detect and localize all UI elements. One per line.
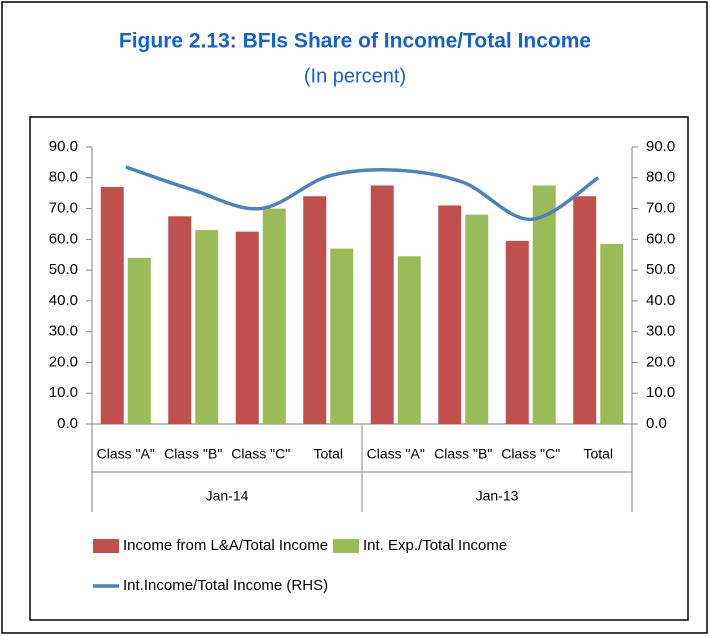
y-tick-label: 70.0 xyxy=(49,200,78,217)
chart-title: Figure 2.13: BFIs Share of Income/Total … xyxy=(119,30,591,53)
legend-swatch xyxy=(93,539,119,553)
y2-tick-label: 20.0 xyxy=(646,353,675,370)
y2-tick-label: 10.0 xyxy=(646,384,675,401)
y2-tick-label: 70.0 xyxy=(646,200,675,217)
bar xyxy=(127,257,151,424)
x-tick-label: Class "B" xyxy=(164,446,222,462)
bar xyxy=(505,240,529,424)
bar xyxy=(397,256,421,424)
y-tick-label: 20.0 xyxy=(49,353,78,370)
bar xyxy=(465,214,489,424)
y2-tick-label: 60.0 xyxy=(646,230,675,247)
y2-tick-label: 0.0 xyxy=(646,415,667,432)
y-tick-label: 10.0 xyxy=(49,384,78,401)
bar xyxy=(100,187,124,424)
x-tick-label: Total xyxy=(583,446,613,462)
bar xyxy=(600,243,624,424)
x-tick-label: Class "A" xyxy=(367,446,425,462)
y2-tick-label: 90.0 xyxy=(646,138,675,155)
bar xyxy=(438,205,462,424)
legend-swatch xyxy=(333,539,359,553)
y2-tick-label: 80.0 xyxy=(646,169,675,186)
x-tick-label: Class "C" xyxy=(501,446,560,462)
bar xyxy=(168,216,192,424)
legend-label: Int. Exp./Total Income xyxy=(363,537,507,554)
x-tick-label: Total xyxy=(313,446,343,462)
x-tick-label: Class "A" xyxy=(97,446,155,462)
x-tick-label: Class "C" xyxy=(231,446,290,462)
bar xyxy=(235,231,259,424)
chart-subtitle: (In percent) xyxy=(304,65,406,87)
y-tick-label: 90.0 xyxy=(49,138,78,155)
bar xyxy=(370,185,394,424)
y2-tick-label: 40.0 xyxy=(646,292,675,309)
x-tick-label: Class "B" xyxy=(434,446,492,462)
y-tick-label: 80.0 xyxy=(49,169,78,186)
bar xyxy=(303,196,327,424)
y-tick-label: 60.0 xyxy=(49,230,78,247)
legend-label: Int.Income/Total Income (RHS) xyxy=(123,577,328,594)
group-label: Jan-13 xyxy=(476,488,519,504)
y-tick-label: 30.0 xyxy=(49,323,78,340)
bar xyxy=(330,248,354,424)
y2-tick-label: 30.0 xyxy=(646,323,675,340)
y-tick-label: 40.0 xyxy=(49,292,78,309)
legend-label: Income from L&A/Total Income xyxy=(123,537,328,554)
bar xyxy=(262,208,286,424)
bar xyxy=(532,185,556,424)
bar xyxy=(195,230,219,424)
y-tick-label: 0.0 xyxy=(57,415,78,432)
y-tick-label: 50.0 xyxy=(49,261,78,278)
line xyxy=(125,165,600,222)
group-label: Jan-14 xyxy=(206,488,249,504)
y2-tick-label: 50.0 xyxy=(646,261,675,278)
bar xyxy=(573,196,597,424)
